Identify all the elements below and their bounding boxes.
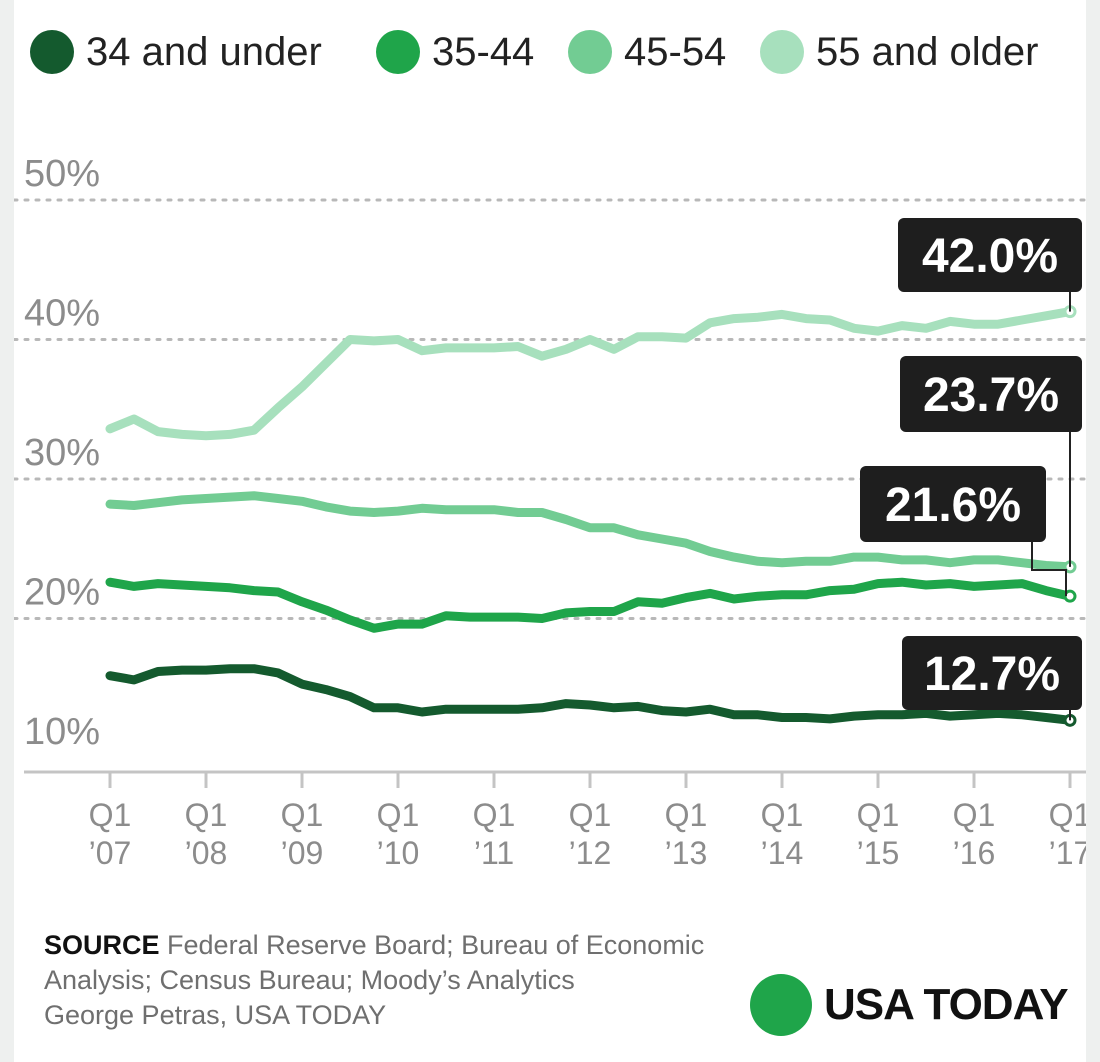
source-label: SOURCE <box>44 930 160 960</box>
callout-value: 23.7% <box>923 369 1059 422</box>
legend-swatch <box>568 30 612 74</box>
callout-value: 42.0% <box>922 230 1058 283</box>
legend-swatch <box>760 30 804 74</box>
x-tick-label: Q1 <box>665 797 708 833</box>
legend-label: 45-54 <box>624 29 727 74</box>
x-tick-label: Q1 <box>1049 797 1086 833</box>
y-tick-label: 50% <box>24 153 100 195</box>
source-note: SOURCE Federal Reserve Board; Bureau of … <box>44 928 804 1033</box>
y-tick-label: 30% <box>24 432 100 474</box>
brand-logo: USA TODAY <box>750 974 1069 1036</box>
callout-box <box>860 466 1046 542</box>
x-tick-label: ’09 <box>281 835 324 871</box>
callout-value: 12.7% <box>924 648 1060 701</box>
callout-box <box>902 636 1082 710</box>
x-tick-label: ’07 <box>89 835 132 871</box>
line-chart: 10%20%30%40%50%Q1’07Q1’08Q1’09Q1’10Q1’11… <box>14 153 1086 871</box>
x-tick-label: ’12 <box>569 835 612 871</box>
x-tick-label: Q1 <box>185 797 228 833</box>
x-tick-label: Q1 <box>761 797 804 833</box>
callout-value: 21.6% <box>885 479 1021 532</box>
legend-label: 34 and under <box>86 29 322 74</box>
legend-item-34-and-under: 34 and under <box>30 30 322 74</box>
x-tick-label: ’15 <box>857 835 900 871</box>
x-tick-label: ’14 <box>761 835 804 871</box>
x-tick-label: Q1 <box>569 797 612 833</box>
x-tick-label: Q1 <box>281 797 324 833</box>
legend-swatch <box>376 30 420 74</box>
callout-box <box>898 218 1082 292</box>
legend-swatch <box>30 30 74 74</box>
series-line-55-and-older <box>105 307 1075 441</box>
legend-item-35-44: 35-44 <box>376 30 534 74</box>
legend-item-45-54: 45-54 <box>568 30 726 74</box>
y-tick-label: 10% <box>24 711 100 753</box>
callout-leader-line <box>1031 542 1067 597</box>
x-tick-label: ’13 <box>665 835 708 871</box>
x-tick-label: Q1 <box>89 797 132 833</box>
brand-name: USA TODAY <box>824 980 1069 1029</box>
source-credit: George Petras, USA TODAY <box>44 1000 387 1030</box>
legend-label: 35-44 <box>432 29 535 74</box>
legend-item-55-and-older: 55 and older <box>760 30 1038 74</box>
x-tick-label: ’11 <box>474 835 514 871</box>
callout-box <box>900 356 1082 432</box>
x-tick-label: ’08 <box>185 835 228 871</box>
x-tick-label: ’16 <box>953 835 996 871</box>
x-tick-label: Q1 <box>953 797 996 833</box>
series-line-35-44 <box>105 577 1075 633</box>
x-tick-label: Q1 <box>857 797 900 833</box>
logo-dot-icon <box>750 974 812 1036</box>
series-line-45-54 <box>105 491 1075 572</box>
chart-card: 10% 20% 30% 40% 50% Q1’07 Q1’08 Q1’09 Q1’10 Q1’11… <box>14 0 1086 1062</box>
y-tick-label: 20% <box>24 572 100 614</box>
legend-label: 55 and older <box>816 29 1039 74</box>
x-tick-label: ’10 <box>377 835 420 871</box>
source-text: Federal Reserve Board; Bureau of Economi… <box>44 930 705 995</box>
series-line-34-and-under <box>105 664 1075 725</box>
x-tick-label: ’17 <box>1049 835 1086 871</box>
x-tick-label: Q1 <box>473 797 516 833</box>
y-tick-label: 40% <box>24 293 100 335</box>
x-tick-label: Q1 <box>377 797 420 833</box>
